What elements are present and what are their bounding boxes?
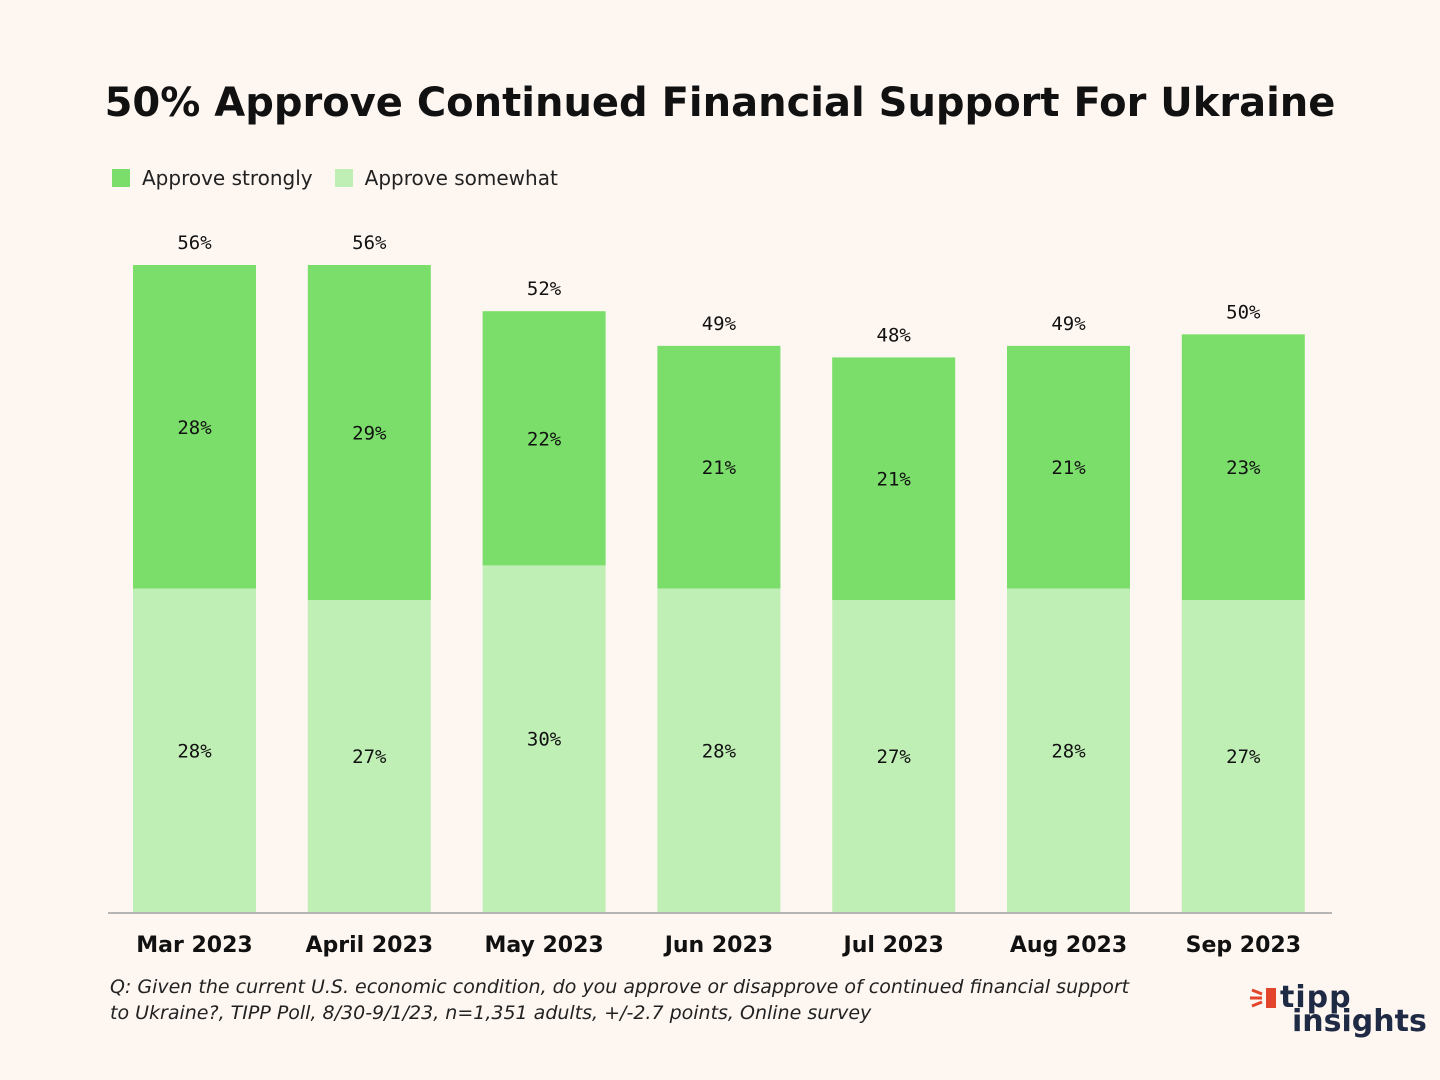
footnote-line-2: to Ukraine?, TIPP Poll, 8/30-9/1/23, n=1… [110, 1002, 872, 1024]
category-label-6: Sep 2023 [1186, 933, 1301, 958]
bar-strongly-4 [832, 357, 956, 601]
value-label-strongly-4: 21% [877, 469, 912, 491]
value-label-strongly-6: 23% [1226, 457, 1261, 479]
chart-title: 50% Approve Continued Financial Support … [104, 80, 1336, 126]
value-label-somewhat-6: 27% [1226, 746, 1261, 768]
bar-somewhat-3 [657, 588, 781, 912]
legend-swatch-approve-strongly [112, 169, 130, 187]
logo-text-insights: insights [1292, 1004, 1427, 1039]
legend-label-approve-strongly: Approve strongly [142, 166, 313, 190]
value-label-strongly-0: 28% [177, 417, 212, 439]
total-label-5: 49% [1051, 313, 1086, 335]
legend-item-approve-somewhat: Approve somewhat [334, 166, 558, 190]
value-label-strongly-2: 22% [527, 428, 562, 450]
bar-somewhat-4 [832, 600, 956, 912]
value-label-somewhat-2: 30% [527, 729, 562, 751]
bar-strongly-0 [133, 265, 256, 589]
logo-text-tipp: tipp [1280, 980, 1352, 1015]
value-label-somewhat-1: 27% [352, 746, 387, 768]
value-label-somewhat-0: 28% [177, 740, 212, 762]
legend-item-approve-strongly: Approve strongly [112, 166, 313, 190]
bar-strongly-5 [1007, 345, 1130, 589]
value-label-somewhat-4: 27% [877, 746, 912, 768]
legend-label-approve-somewhat: Approve somewhat [364, 166, 558, 190]
category-label-1: April 2023 [305, 933, 433, 958]
bar-somewhat-1 [307, 600, 431, 912]
tipp-insights-logo: tipp insights [1246, 980, 1427, 1042]
value-label-somewhat-5: 28% [1051, 740, 1086, 762]
value-label-strongly-1: 29% [352, 423, 387, 445]
value-label-somewhat-3: 28% [702, 740, 737, 762]
total-label-6: 50% [1226, 301, 1261, 323]
logo-burst-icon [1250, 988, 1276, 1008]
category-label-2: May 2023 [484, 933, 603, 958]
bar-somewhat-5 [1007, 588, 1130, 912]
footnote-line-1: Q: Given the current U.S. economic condi… [110, 976, 1130, 998]
category-label-3: Jun 2023 [663, 933, 773, 958]
total-label-2: 52% [527, 278, 562, 300]
total-label-3: 49% [702, 313, 737, 335]
total-label-1: 56% [352, 232, 387, 254]
value-label-strongly-5: 21% [1051, 457, 1086, 479]
bar-strongly-6 [1181, 334, 1305, 601]
value-label-strongly-3: 21% [702, 457, 737, 479]
total-label-4: 48% [877, 324, 912, 346]
footnote: Q: Given the current U.S. economic condi… [110, 974, 1190, 1026]
legend-swatch-approve-somewhat [334, 169, 353, 187]
bar-strongly-1 [307, 265, 431, 601]
category-label-0: Mar 2023 [136, 933, 252, 958]
bar-somewhat-0 [133, 588, 256, 912]
legend: Approve strongly Approve somewhat [112, 166, 580, 190]
bar-strongly-3 [657, 345, 781, 589]
bar-somewhat-6 [1181, 600, 1305, 912]
category-label-4: Jul 2023 [842, 933, 944, 958]
bar-strongly-2 [482, 311, 606, 566]
category-label-5: Aug 2023 [1010, 933, 1127, 958]
bar-somewhat-2 [482, 565, 606, 912]
total-label-0: 56% [177, 232, 212, 254]
